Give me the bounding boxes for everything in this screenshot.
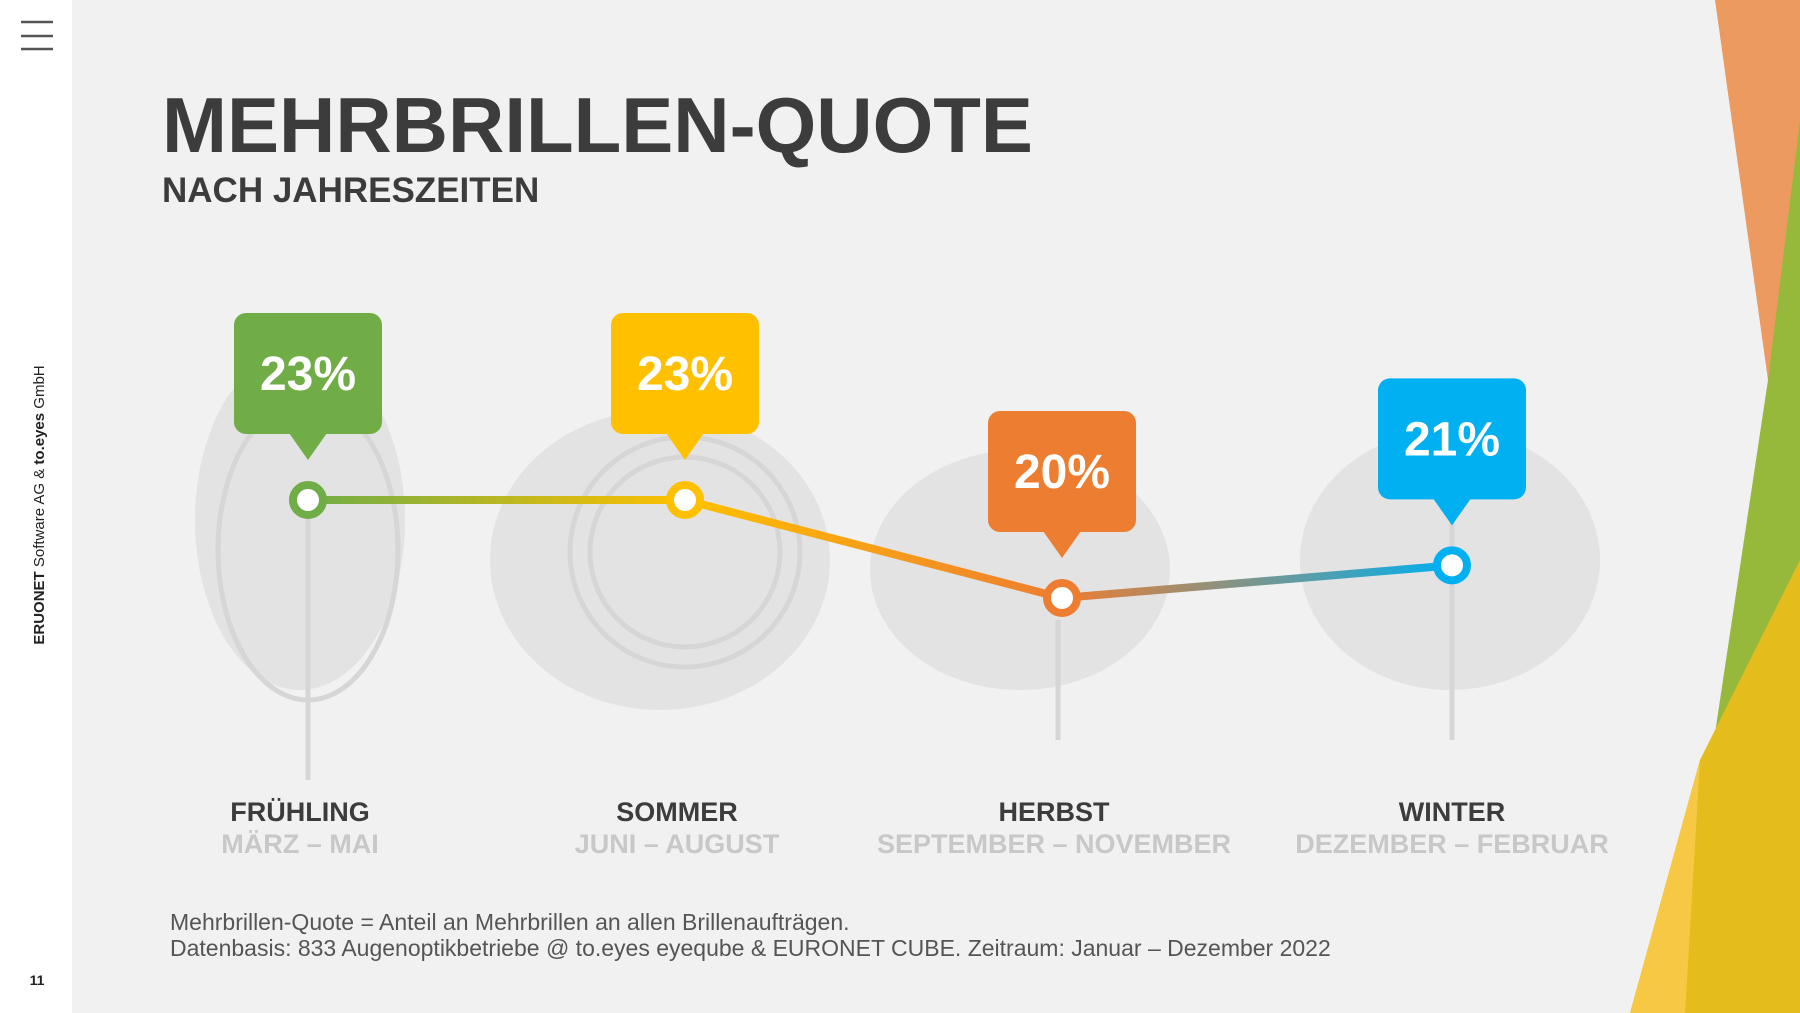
category-label: HERBST (998, 797, 1110, 827)
label-pointer (289, 433, 327, 460)
point (666, 481, 704, 519)
label-bubble (611, 313, 759, 434)
value-label: 23% (637, 348, 733, 401)
company-text: ERUONET Software AG & to.eyes GmbH (31, 365, 48, 644)
label-bubble (234, 313, 382, 434)
label-bubble (988, 411, 1136, 532)
category-label: FRÜHLING (230, 797, 369, 827)
period-label: SEPTEMBER – NOVEMBER (877, 829, 1231, 859)
line (308, 496, 1453, 603)
category-label: SOMMER (616, 797, 738, 827)
period-label: JUNI – AUGUST (575, 829, 780, 859)
value-label: 20% (1014, 446, 1110, 499)
label-pointer (1433, 498, 1471, 526)
period-label: MÄRZ – MAI (221, 829, 379, 859)
category-label: WINTER (1399, 797, 1505, 827)
footnote: Datenbasis: 833 Augenoptikbetriebe @ to.… (170, 935, 1331, 961)
point (1043, 579, 1081, 617)
page-number: 11 (30, 972, 45, 988)
point (1433, 546, 1471, 585)
footnote: Mehrbrillen-Quote = Anteil an Mehrbrille… (170, 909, 850, 935)
sidebar (0, 0, 72, 1013)
decor (1630, 760, 1700, 1013)
label-pointer (1043, 531, 1081, 558)
subtitle: NACH JAHRESZEITEN (162, 171, 539, 210)
value-label: 23% (260, 348, 356, 401)
point (289, 481, 327, 519)
menu-icon[interactable] (21, 20, 53, 51)
title: MEHRBRILLEN-QUOTE (162, 81, 1033, 169)
label-bubble (1378, 378, 1526, 500)
value-label: 21% (1404, 413, 1500, 466)
label-pointer (666, 433, 704, 460)
period-label: DEZEMBER – FEBRUAR (1295, 829, 1609, 859)
